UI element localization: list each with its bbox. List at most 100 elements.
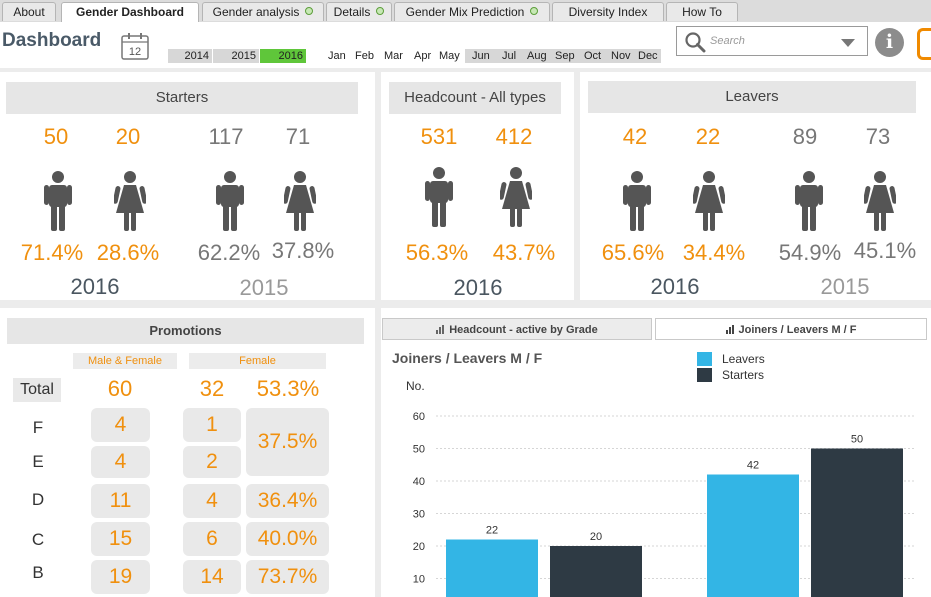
total-label: Total — [13, 378, 61, 402]
month-selection-band — [465, 49, 661, 63]
month-aug[interactable]: Aug — [527, 49, 547, 63]
legend-label-leavers[interactable]: Leavers — [722, 352, 765, 366]
headcount-male-count: 531 — [420, 124, 458, 149]
month-mar[interactable]: Mar — [384, 49, 403, 63]
chart-title: Joiners / Leavers M / F — [392, 350, 543, 366]
starters-2016-female-pct: 28.6% — [96, 240, 160, 265]
bar-chart-icon — [725, 325, 734, 334]
month-sep[interactable]: Sep — [555, 49, 575, 63]
data-label: 22 — [486, 525, 498, 537]
tab-diversity-index[interactable]: Diversity Index — [552, 2, 664, 21]
starters-2016-male-pct: 71.4% — [20, 240, 84, 265]
month-may[interactable]: May — [439, 49, 460, 63]
month-dec[interactable]: Dec — [638, 49, 658, 63]
tab-gender-mix-prediction[interactable]: Gender Mix Prediction — [394, 2, 550, 21]
legend-label-starters[interactable]: Starters — [722, 368, 764, 382]
starters-2015-male-pct: 62.2% — [197, 240, 261, 265]
bar-leavers[interactable] — [707, 474, 799, 597]
grade-label: F — [32, 418, 44, 437]
starters-current-year: 2016 — [70, 274, 120, 299]
grade-b-male-female: 19 — [91, 560, 150, 594]
tab-details[interactable]: Details — [326, 2, 392, 21]
month-nov[interactable]: Nov — [611, 49, 631, 63]
bar-starters[interactable] — [550, 546, 642, 597]
tab-joiners-leavers[interactable]: Joiners / Leavers M / F — [655, 318, 927, 340]
tab-label: Gender Dashboard — [75, 5, 185, 19]
tab-bar: About Gender Dashboard Gender analysis D… — [0, 0, 931, 23]
legend-swatch — [697, 368, 712, 382]
leavers-2015-male-pct: 54.9% — [778, 240, 842, 265]
male-female-column-header: Male & Female — [73, 353, 177, 369]
status-dot-icon — [530, 7, 539, 15]
tab-label: Gender analysis — [212, 5, 300, 19]
search-input[interactable] — [676, 26, 868, 56]
month-jul[interactable]: Jul — [502, 49, 516, 63]
month-label: Dec — [638, 50, 658, 62]
tab-gender-dashboard[interactable]: Gender Dashboard — [61, 2, 199, 23]
y-axis-label: No. — [406, 379, 425, 393]
grade-label: B — [32, 563, 44, 582]
tab-headcount-by-grade[interactable]: Headcount - active by Grade — [382, 318, 652, 340]
leavers-2015-male-count: 89 — [792, 124, 818, 149]
month-feb[interactable]: Feb — [355, 49, 374, 63]
leavers-current-year: 2016 — [650, 274, 700, 299]
leavers-2016-male-count: 42 — [622, 124, 648, 149]
bar-starters[interactable] — [811, 448, 903, 597]
clear-selection-button[interactable] — [917, 28, 931, 60]
calendar-icon[interactable]: 12 — [120, 31, 150, 61]
year-2016[interactable]: 2016 — [260, 49, 306, 63]
leavers-2016-female-pct: 34.4% — [682, 240, 746, 265]
tab-label: Diversity Index — [568, 5, 648, 19]
leavers-2016-female-count: 22 — [695, 124, 721, 149]
headcount-female-pct: 43.7% — [492, 240, 556, 265]
tab-about[interactable]: About — [2, 2, 56, 21]
bar-leavers[interactable] — [446, 539, 538, 597]
grade-c-male-female: 15 — [91, 522, 150, 556]
month-label: Mar — [384, 50, 403, 62]
month-jan[interactable]: Jan — [328, 49, 346, 63]
page-title: Dashboard — [2, 30, 102, 51]
female-figure-icon — [500, 167, 532, 227]
female-figure-icon — [284, 171, 316, 231]
month-jun[interactable]: Jun — [472, 49, 490, 63]
tab-how-to[interactable]: How To — [666, 2, 738, 21]
y-tick-label: 50 — [413, 444, 425, 456]
tab-label: Gender Mix Prediction — [405, 5, 525, 19]
month-label: Aug — [527, 50, 547, 62]
headcount-year: 2016 — [453, 275, 503, 300]
legend-swatch — [697, 352, 712, 366]
y-tick-label: 10 — [413, 574, 425, 586]
y-tick-label: 20 — [413, 541, 425, 553]
grade-d-male-female: 11 — [91, 484, 150, 518]
month-oct[interactable]: Oct — [584, 49, 601, 63]
starters-2015-male-count: 117 — [208, 124, 244, 149]
tab-label: Details — [333, 5, 371, 19]
year-label: 2016 — [278, 50, 303, 62]
grade-c-female-pct: 40.0% — [246, 522, 329, 556]
grade-label: C — [31, 530, 45, 549]
starters-previous-year: 2015 — [239, 275, 289, 300]
chevron-down-icon[interactable] — [840, 38, 856, 48]
y-tick-label: 60 — [413, 411, 425, 423]
grade-label: D — [31, 490, 45, 509]
y-tick-label: 40 — [413, 476, 425, 488]
grade-f-male-female: 4 — [91, 408, 150, 442]
tab-gender-analysis[interactable]: Gender analysis — [202, 2, 324, 21]
male-figure-icon — [795, 171, 823, 231]
tab-label: Headcount - active by Grade — [449, 324, 598, 336]
year-2015[interactable]: 2015 — [213, 49, 259, 63]
grade-c-female: 6 — [183, 522, 241, 556]
data-label: 20 — [590, 531, 602, 543]
bar-chart-icon — [436, 325, 445, 334]
grade-f-female: 1 — [183, 408, 241, 442]
month-apr[interactable]: Apr — [414, 49, 431, 63]
year-2014[interactable]: 2014 — [168, 49, 212, 63]
male-figure-icon — [623, 171, 651, 231]
info-icon[interactable]: i — [875, 28, 904, 57]
calendar-day: 12 — [129, 46, 141, 58]
total-female-pct: 53.3% — [256, 376, 320, 401]
leavers-2016-male-pct: 65.6% — [601, 240, 665, 265]
leavers-2015-female-pct: 45.1% — [853, 238, 917, 263]
data-label: 50 — [851, 434, 863, 446]
search-placeholder: Search — [710, 35, 745, 47]
